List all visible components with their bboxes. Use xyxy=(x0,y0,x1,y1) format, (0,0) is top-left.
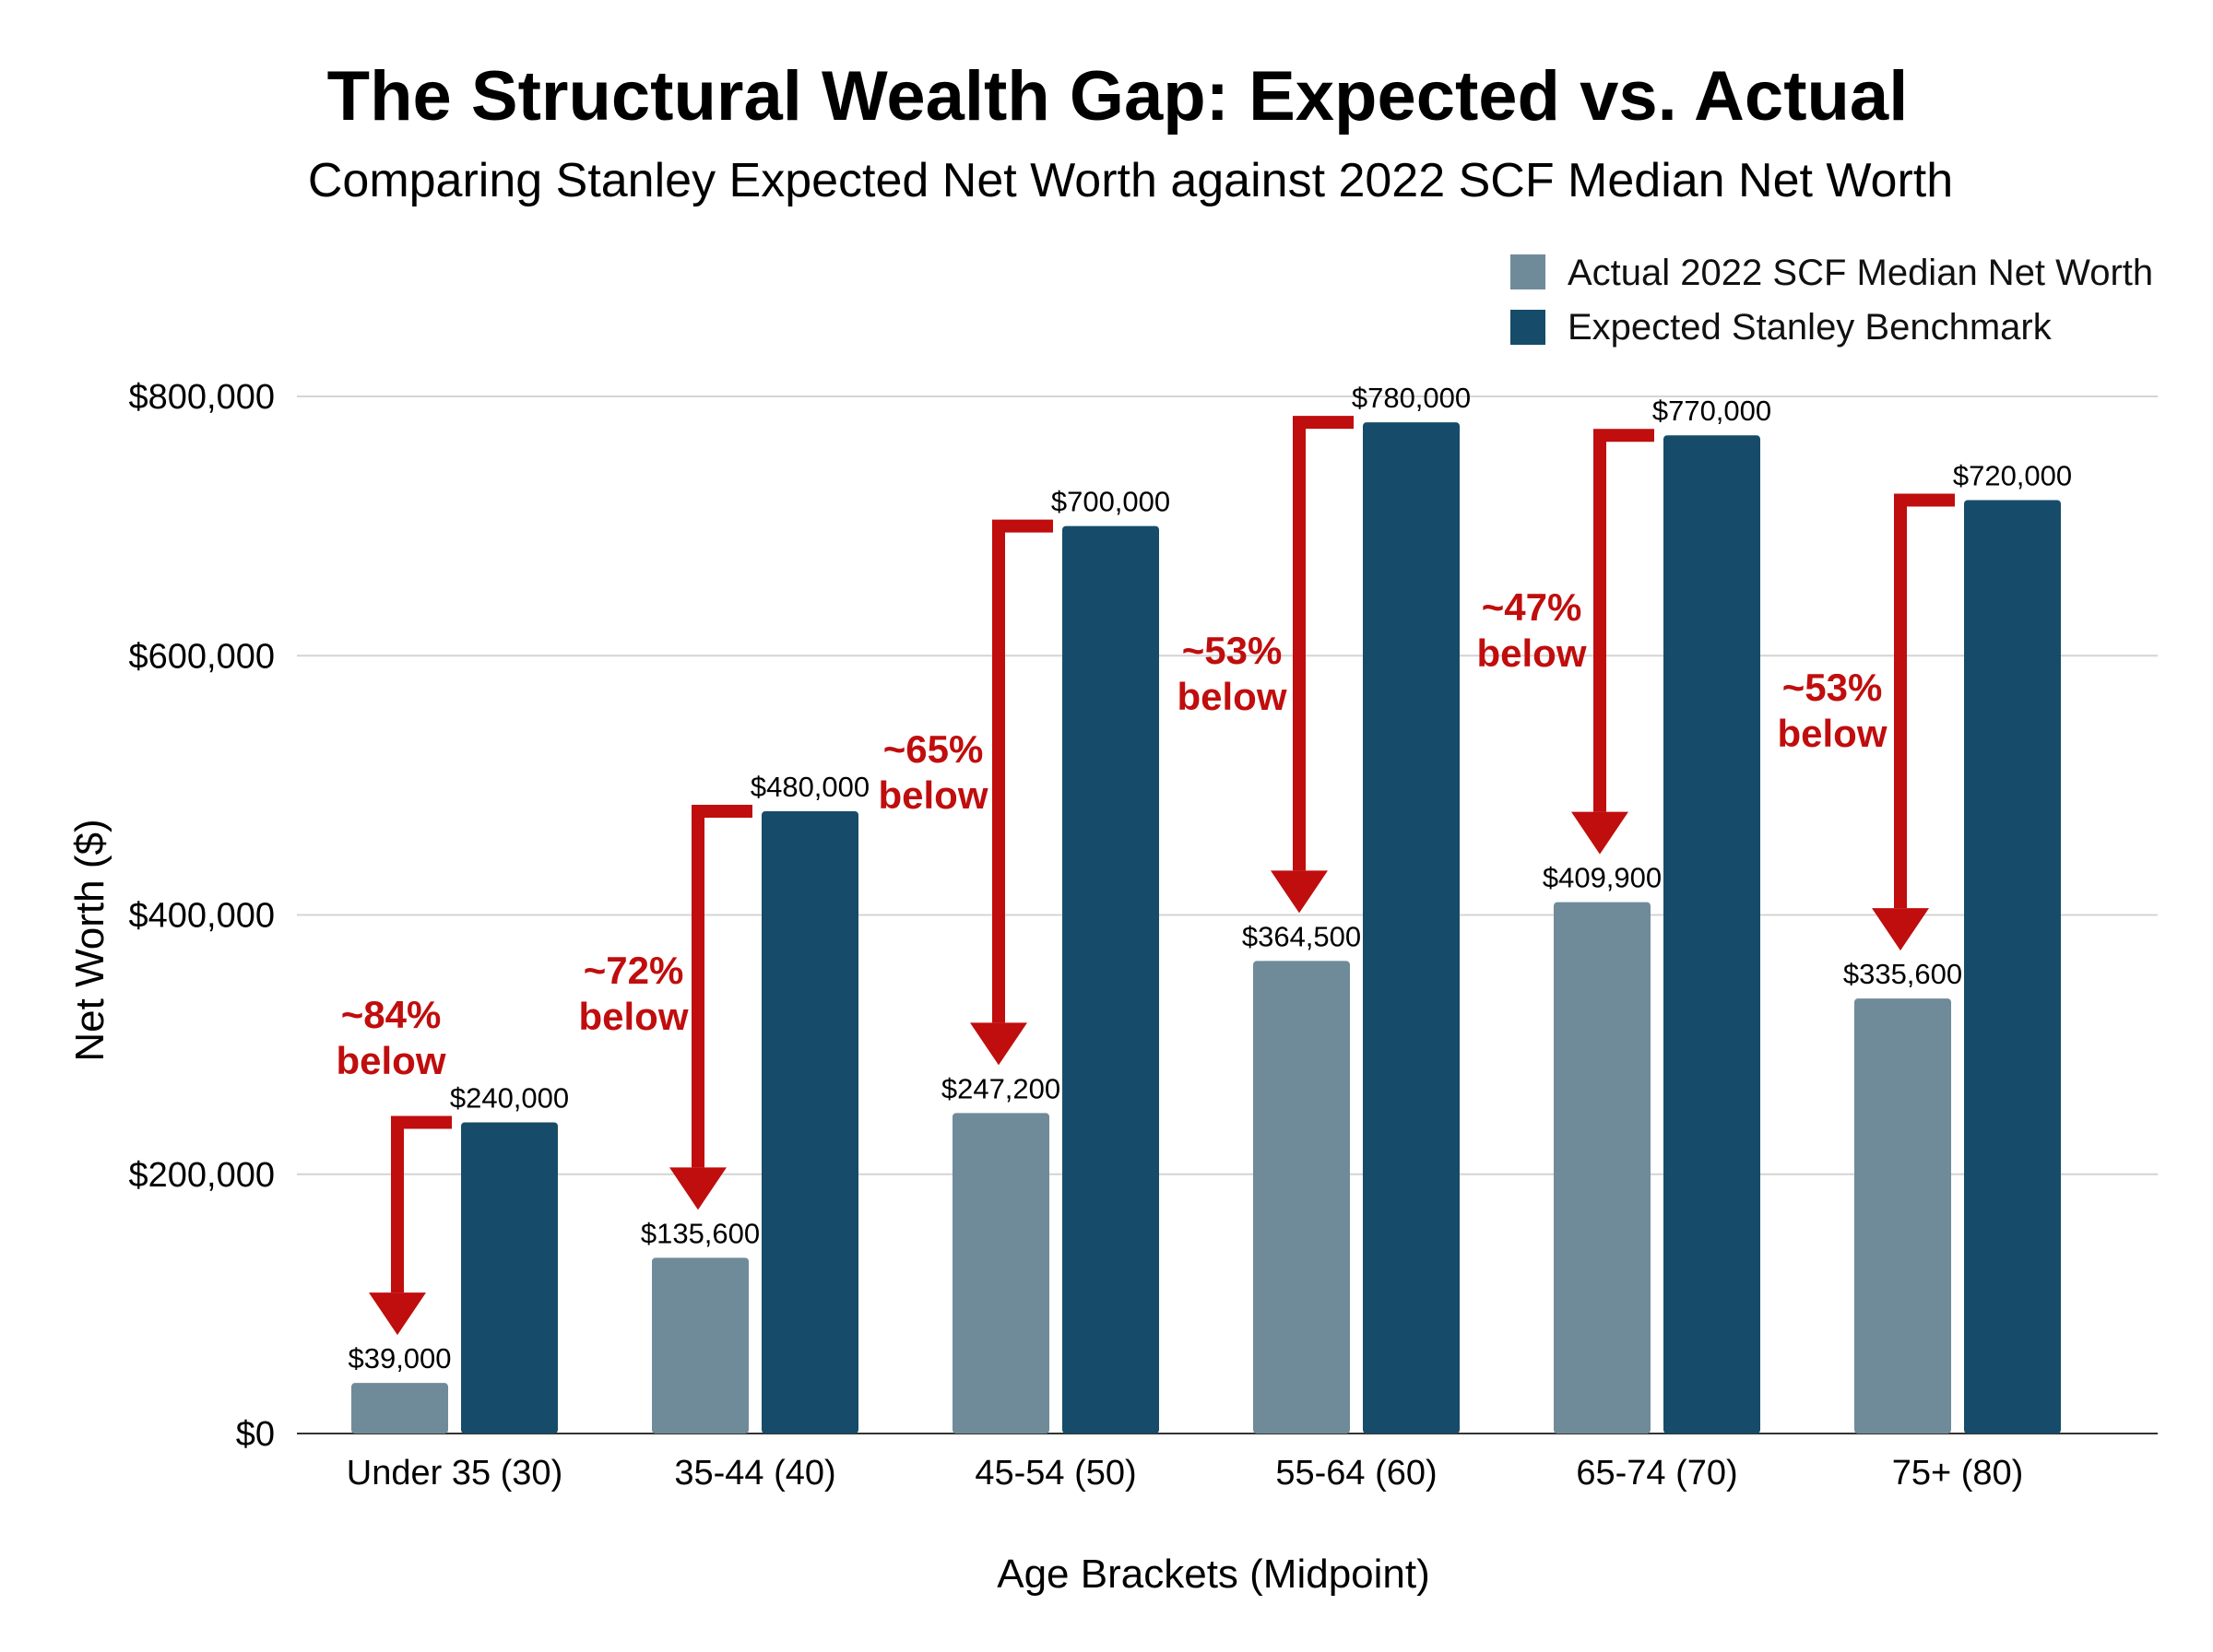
y-axis-title: Net Worth ($) xyxy=(67,819,112,1061)
y-tick-label: $600,000 xyxy=(129,637,276,676)
gap-percent-label: ~53% xyxy=(1182,629,1283,672)
x-tick-label: 55-64 (60) xyxy=(1275,1454,1437,1493)
legend-swatch-actual xyxy=(1510,254,1545,289)
data-label-expected: $770,000 xyxy=(1652,395,1771,427)
x-tick-label: Under 35 (30) xyxy=(347,1454,562,1493)
gap-arrow-head xyxy=(669,1167,727,1210)
gap-annotations: ~84%below~72%below~65%below~53%below~47%… xyxy=(336,416,1955,1336)
data-label-expected: $480,000 xyxy=(751,771,870,803)
gap-arrow-head xyxy=(1271,870,1328,914)
x-tick-label: 75+ (80) xyxy=(1892,1454,2024,1493)
bar-expected xyxy=(1964,500,2061,1434)
y-axis-ticks: $0 $200,000 $400,000 $600,000 $800,000 xyxy=(129,378,276,1454)
data-label-actual: $409,900 xyxy=(1543,862,1662,894)
gap-below-label: below xyxy=(578,995,688,1038)
gap-percent-label: ~84% xyxy=(341,993,442,1036)
chart-title: The Structural Wealth Gap: Expected vs. … xyxy=(327,57,1909,136)
data-label-expected: $700,000 xyxy=(1051,486,1170,518)
bar-actual xyxy=(351,1383,448,1434)
gap-arrow-shaft xyxy=(692,805,752,1168)
gap-percent-label: ~47% xyxy=(1482,585,1582,629)
bar-expected xyxy=(1663,435,1760,1434)
legend: Actual 2022 SCF Median Net Worth Expecte… xyxy=(1510,253,2153,348)
bar-actual xyxy=(1854,998,1951,1434)
bar-actual xyxy=(1253,961,1350,1434)
bar-actual xyxy=(1554,902,1651,1434)
gap-arrow-shaft xyxy=(1894,493,1955,909)
gap-arrow-head xyxy=(970,1022,1027,1066)
gap-below-label: below xyxy=(1177,675,1286,718)
x-tick-label: 45-54 (50) xyxy=(975,1454,1136,1493)
legend-label-expected: Expected Stanley Benchmark xyxy=(1568,307,2053,348)
gap-arrow-shaft xyxy=(992,519,1053,1023)
gridlines xyxy=(297,395,2158,1434)
gap-below-label: below xyxy=(1476,631,1586,675)
y-tick-label: $200,000 xyxy=(129,1156,276,1195)
data-label-actual: $364,500 xyxy=(1242,920,1361,952)
x-axis-ticks: Under 35 (30) 35-44 (40) 45-54 (50) 55-64 (… xyxy=(347,1454,2024,1493)
gap-percent-label: ~65% xyxy=(883,727,984,771)
bar-actual xyxy=(953,1113,1049,1434)
bar-expected xyxy=(1363,422,1460,1434)
gap-arrow-head xyxy=(1872,908,1929,951)
gap-arrow-head xyxy=(1571,811,1628,855)
legend-swatch-expected xyxy=(1510,310,1545,345)
data-label-actual: $335,600 xyxy=(1843,958,1962,990)
gap-below-label: below xyxy=(1777,712,1887,755)
bar-expected xyxy=(1062,525,1159,1434)
data-label-actual: $135,600 xyxy=(641,1217,760,1249)
gap-below-label: below xyxy=(878,773,988,817)
gap-arrow-head xyxy=(369,1292,426,1336)
bar-expected xyxy=(762,811,858,1434)
bars: $39,000 $240,000 $135,600 $480,000 $247,200 $… xyxy=(348,382,2072,1434)
legend-label-actual: Actual 2022 SCF Median Net Worth xyxy=(1568,253,2153,293)
data-label-actual: $39,000 xyxy=(348,1342,451,1375)
x-axis-title: Age Brackets (Midpoint) xyxy=(997,1552,1430,1597)
y-tick-label: $400,000 xyxy=(129,897,276,936)
data-label-expected: $780,000 xyxy=(1352,382,1471,414)
bar-actual xyxy=(652,1257,749,1434)
gap-percent-label: ~72% xyxy=(584,949,684,992)
gap-arrow-shaft xyxy=(391,1115,452,1293)
y-tick-label: $800,000 xyxy=(129,378,276,417)
chart-subtitle: Comparing Stanley Expected Net Worth aga… xyxy=(308,154,1953,207)
y-tick-label: $0 xyxy=(236,1415,275,1454)
data-label-actual: $247,200 xyxy=(941,1072,1060,1104)
gap-arrow-shaft xyxy=(1293,416,1354,871)
bar-expected xyxy=(461,1122,558,1434)
data-label-expected: $720,000 xyxy=(1953,460,2072,492)
data-label-expected: $240,000 xyxy=(450,1082,569,1115)
x-tick-label: 35-44 (40) xyxy=(674,1454,835,1493)
gap-arrow-shaft xyxy=(1593,429,1654,812)
x-tick-label: 65-74 (70) xyxy=(1576,1454,1737,1493)
gap-percent-label: ~53% xyxy=(1782,666,1883,709)
gap-below-label: below xyxy=(336,1039,445,1082)
